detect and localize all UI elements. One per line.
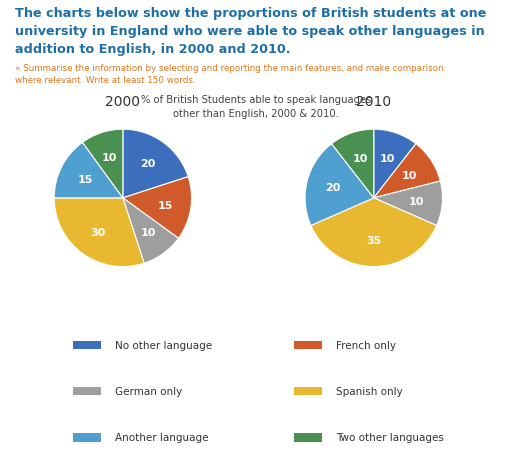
Text: 10: 10 (402, 170, 417, 180)
Wedge shape (305, 144, 374, 226)
Text: 10: 10 (409, 197, 424, 207)
Text: 10: 10 (380, 153, 395, 163)
Text: 15: 15 (157, 200, 173, 210)
Text: Another language: Another language (115, 433, 208, 442)
Text: 30: 30 (90, 228, 105, 238)
Text: 20: 20 (325, 183, 340, 193)
Text: where relevant. Write at least 150 words.: where relevant. Write at least 150 words… (15, 76, 196, 85)
Wedge shape (54, 143, 123, 198)
Text: 10: 10 (102, 153, 117, 163)
Text: 35: 35 (366, 236, 381, 246)
Wedge shape (311, 198, 437, 267)
Wedge shape (374, 182, 442, 226)
Wedge shape (332, 130, 374, 198)
FancyBboxPatch shape (73, 341, 101, 350)
Wedge shape (374, 144, 440, 198)
FancyBboxPatch shape (73, 433, 101, 442)
Wedge shape (123, 177, 191, 239)
FancyBboxPatch shape (294, 387, 323, 396)
Text: No other language: No other language (115, 341, 212, 350)
Wedge shape (123, 198, 179, 264)
Text: Two other languages: Two other languages (336, 433, 444, 442)
Text: The charts below show the proportions of British students at one: The charts below show the proportions of… (15, 7, 487, 20)
FancyBboxPatch shape (294, 341, 323, 350)
Text: Spanish only: Spanish only (336, 387, 403, 396)
Title: 2000: 2000 (105, 95, 140, 109)
Text: 20: 20 (140, 159, 156, 169)
Text: 10: 10 (140, 228, 156, 238)
Wedge shape (374, 130, 416, 198)
Text: addition to English, in 2000 and 2010.: addition to English, in 2000 and 2010. (15, 43, 291, 56)
FancyBboxPatch shape (294, 433, 323, 442)
Wedge shape (82, 130, 123, 198)
Text: 15: 15 (77, 174, 93, 184)
Text: French only: French only (336, 341, 396, 350)
Text: 10: 10 (352, 153, 368, 163)
Text: university in England who were able to speak other languages in: university in England who were able to s… (15, 25, 485, 38)
FancyBboxPatch shape (73, 387, 101, 396)
Wedge shape (54, 198, 144, 267)
Title: 2010: 2010 (356, 95, 391, 109)
Wedge shape (123, 130, 188, 198)
Text: % of British Students able to speak languages
other than English, 2000 & 2010.: % of British Students able to speak lang… (141, 95, 371, 119)
Text: German only: German only (115, 387, 182, 396)
Text: » Summarise the information by selecting and reporting the main features, and ma: » Summarise the information by selecting… (15, 64, 444, 73)
